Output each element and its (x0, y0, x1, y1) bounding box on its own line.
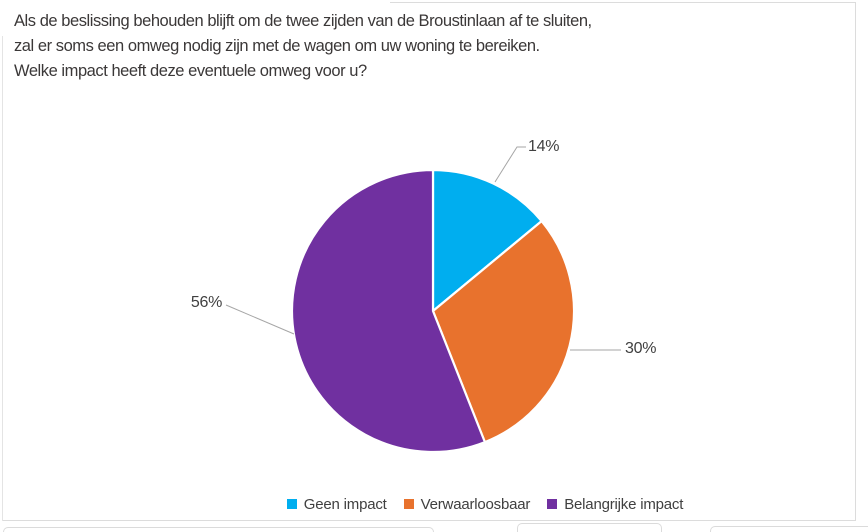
chart-title: Als de beslissing behouden blijft om de … (14, 9, 592, 84)
cutoff-element-3 (710, 526, 868, 532)
pie-slice-verwaarloosbaar (431, 220, 576, 444)
legend-item-belangrijke-impact: Belangrijke impact (547, 496, 683, 513)
data-label-geen-impact: 14% (528, 138, 559, 155)
chart-frame-border-top (390, 2, 856, 3)
legend-label: Belangrijke impact (564, 495, 684, 513)
leader-line-geen-impact (494, 146, 526, 183)
cutoff-element-1 (3, 527, 434, 532)
legend-label: Geen impact (303, 495, 387, 513)
chart-frame-border-bottom (2, 520, 856, 521)
chart-frame-border-left (2, 36, 3, 521)
legend-item-verwaarloosbaar: Verwaarloosbaar (403, 495, 531, 513)
chart-frame-border-right (855, 2, 856, 521)
chart-title-line-1: Als de beslissing behouden blijft om de … (14, 12, 592, 30)
legend: Geen impact Verwaarloosbaar Belangrijke im… (51, 494, 868, 514)
legend-swatch-geen-impact (286, 499, 297, 509)
pie-slice-geen-impact (431, 168, 543, 313)
legend-swatch-belangrijke-impact (547, 499, 558, 509)
pie-slice-belangrijke-impact (290, 168, 486, 454)
chart-title-line-2: zal er soms een omweg nodig zijn met de … (14, 37, 540, 55)
data-label-belangrijke-impact: 56% (191, 294, 222, 311)
legend-swatch-verwaarloosbaar (403, 499, 414, 509)
chart-title-line-3: Welke impact heeft deze eventuele omweg … (14, 62, 367, 80)
leader-line-belangrijke-impact (225, 304, 295, 335)
cutoff-element-2 (517, 523, 662, 532)
legend-label: Verwaarloosbaar (420, 495, 531, 513)
legend-item-geen-impact: Geen impact (286, 495, 387, 513)
data-label-verwaarloosbaar: 30% (625, 340, 656, 357)
